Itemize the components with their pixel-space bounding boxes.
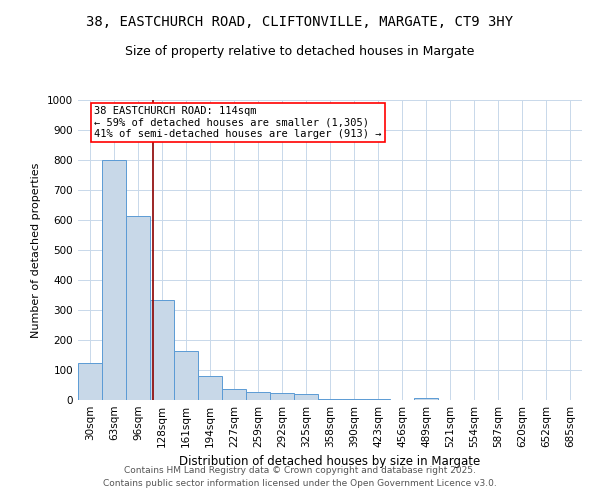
Bar [150,300,174,400]
Bar [270,394,294,400]
Bar [198,376,222,400]
Bar [246,392,270,400]
X-axis label: Distribution of detached houses by size in Margate: Distribution of detached houses by size … [179,456,481,468]
Bar [222,388,246,400]
Text: 38 EASTCHURCH ROAD: 114sqm
← 59% of detached houses are smaller (1,305)
41% of s: 38 EASTCHURCH ROAD: 114sqm ← 59% of deta… [94,106,382,139]
Bar [318,398,342,400]
Bar [174,351,198,400]
Y-axis label: Number of detached properties: Number of detached properties [31,162,41,338]
Bar [126,216,150,400]
Text: 38, EASTCHURCH ROAD, CLIFTONVILLE, MARGATE, CT9 3HY: 38, EASTCHURCH ROAD, CLIFTONVILLE, MARGA… [86,15,514,29]
Bar [414,398,438,400]
Text: Size of property relative to detached houses in Margate: Size of property relative to detached ho… [125,45,475,58]
Text: Contains HM Land Registry data © Crown copyright and database right 2025.
Contai: Contains HM Land Registry data © Crown c… [103,466,497,487]
Bar [342,398,366,400]
Bar [78,364,102,400]
Bar [102,160,126,400]
Bar [294,394,318,400]
